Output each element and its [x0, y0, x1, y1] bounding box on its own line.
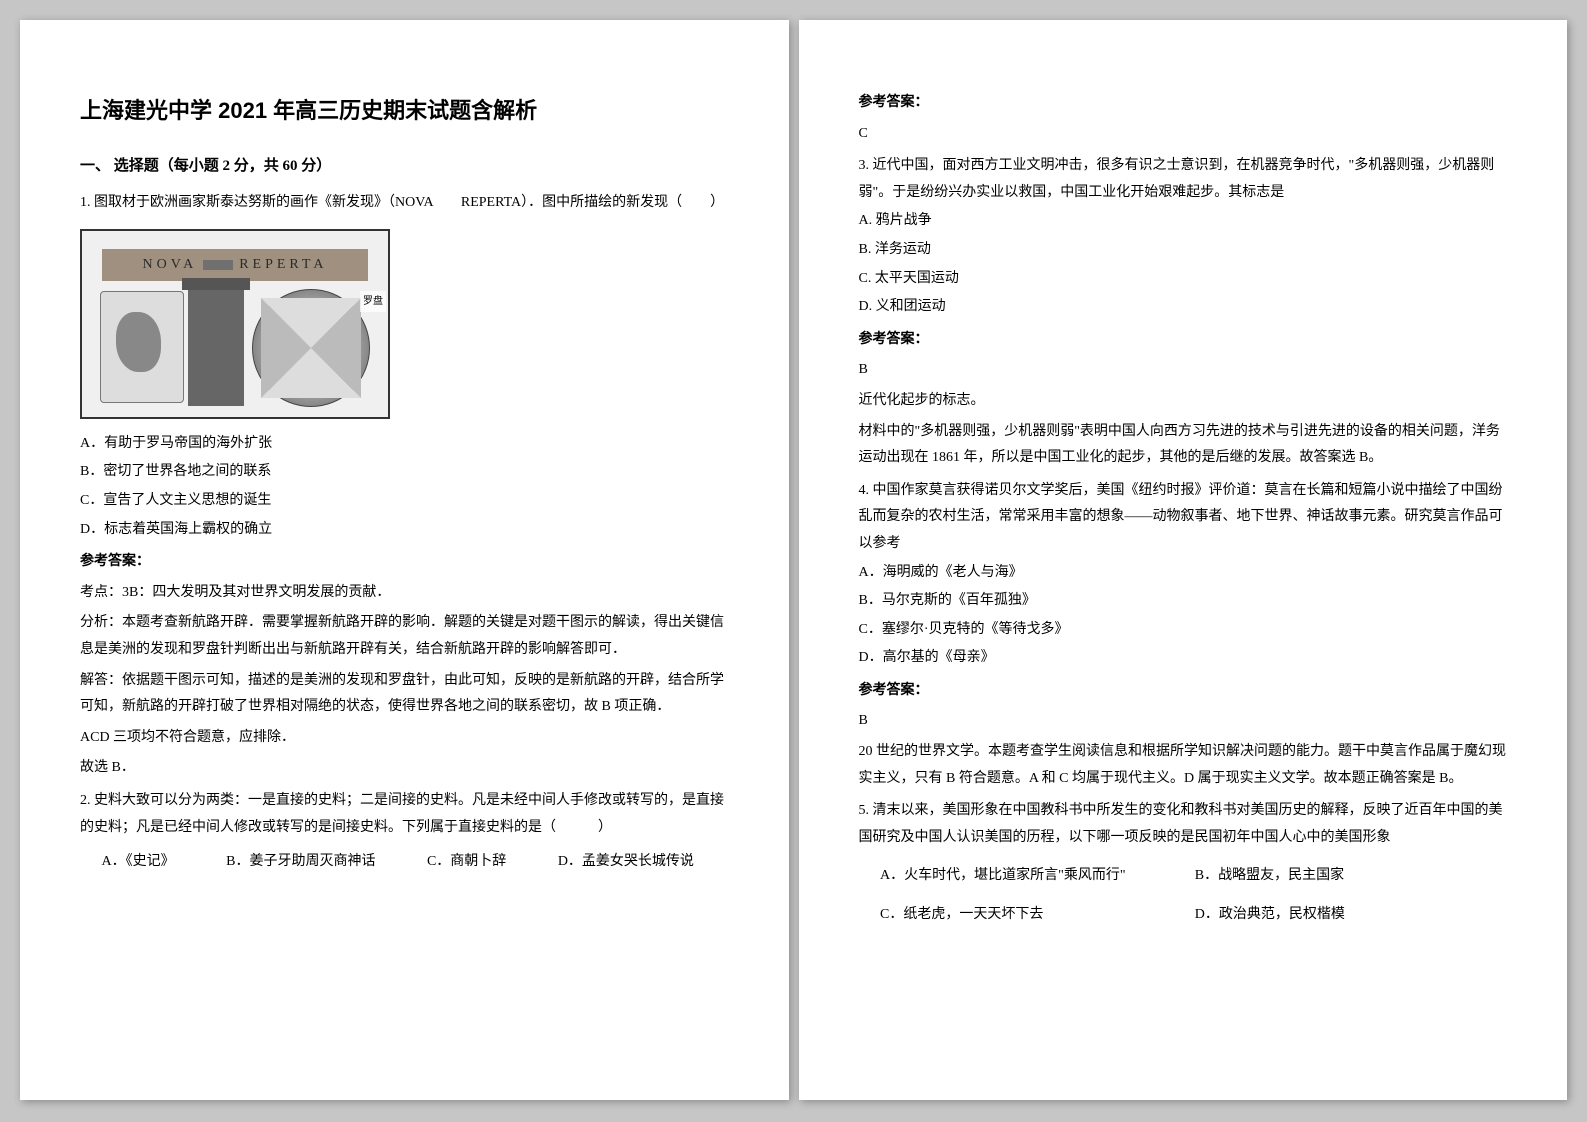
q5-option-b: B．战略盟友，民主国家	[1195, 863, 1506, 890]
q3-analysis-1: 近代化起步的标志。	[859, 388, 1508, 415]
q3-option-b: B. 洋务运动	[859, 237, 1508, 264]
page-1: 上海建光中学 2021 年高三历史期末试题含解析 一、 选择题（每小题 2 分，…	[20, 20, 789, 1100]
q2-answer-label: 参考答案：	[859, 90, 1508, 117]
banner-left-text: NOVA	[143, 252, 198, 279]
banner-right-text: REPERTA	[239, 252, 327, 279]
q2-answer: C	[859, 121, 1508, 148]
printing-press-icon	[188, 286, 244, 406]
q5-options-row-1: A．火车时代，堪比道家所言"乘风而行" B．战略盟友，民主国家	[859, 863, 1508, 890]
q3-analysis-2: 材料中的"多机器则强，少机器则弱"表明中国人向西方习先进的技术与引进先进的设备的…	[859, 419, 1508, 472]
q3-option-d: D. 义和团运动	[859, 294, 1508, 321]
q2-option-b: B．姜子牙助周灭商神话	[226, 849, 375, 876]
q3-answer-label: 参考答案：	[859, 327, 1508, 354]
q2-option-a: A．《史记》	[102, 849, 175, 876]
q2-option-c: C．商朝卜辞	[427, 849, 506, 876]
q1-option-b: B．密切了世界各地之间的联系	[80, 459, 729, 486]
q4-stem: 4. 中国作家莫言获得诺贝尔文学奖后，美国《纽约时报》评价道：莫言在长篇和短篇小…	[859, 478, 1508, 558]
q3-option-c: C. 太平天国运动	[859, 266, 1508, 293]
q5-options-row-2: C．纸老虎，一天天坏下去 D．政治典范，民权楷模	[859, 902, 1508, 929]
page-2: 参考答案： C 3. 近代中国，面对西方工业文明冲击，很多有识之士意识到，在机器…	[799, 20, 1568, 1100]
q3-option-a: A. 鸦片战争	[859, 208, 1508, 235]
q1-option-a: A．有助于罗马帝国的海外扩张	[80, 431, 729, 458]
compass-label: 罗盘	[360, 291, 386, 312]
section-1-header: 一、 选择题（每小题 2 分，共 60 分）	[80, 152, 729, 181]
q1-answer-label: 参考答案：	[80, 549, 729, 576]
america-map-icon	[100, 291, 184, 403]
q3-stem: 3. 近代中国，面对西方工业文明冲击，很多有识之士意识到，在机器竞争时代，"多机…	[859, 153, 1508, 206]
document-title: 上海建光中学 2021 年高三历史期末试题含解析	[80, 90, 729, 132]
q4-answer-label: 参考答案：	[859, 678, 1508, 705]
q1-figure: NOVA REPERTA 罗盘	[80, 229, 729, 419]
q4-option-b: B．马尔克斯的《百年孤独》	[859, 588, 1508, 615]
banner-separator	[203, 260, 233, 270]
q4-option-c: C．塞缪尔·贝克特的《等待戈多》	[859, 617, 1508, 644]
q1-option-d: D．标志着英国海上霸权的确立	[80, 517, 729, 544]
q5-option-a: A．火车时代，堪比道家所言"乘风而行"	[880, 863, 1191, 890]
q2-options-row: A．《史记》 B．姜子牙助周灭商神话 C．商朝卜辞 D．孟姜女哭长城传说	[80, 849, 729, 876]
q1-analysis-2: 分析：本题考查新航路开辟．需要掌握新航路开辟的影响．解题的关键是对题干图示的解读…	[80, 610, 729, 663]
q5-stem: 5. 清末以来，美国形象在中国教科书中所发生的变化和教科书对美国历史的解释，反映…	[859, 798, 1508, 851]
q2-stem: 2. 史料大致可以分为两类：一是直接的史料；二是间接的史料。凡是未经中间人手修改…	[80, 788, 729, 841]
q1-analysis-4: ACD 三项均不符合题意，应排除．	[80, 725, 729, 752]
q4-option-a: A．海明威的《老人与海》	[859, 560, 1508, 587]
q4-option-d: D．高尔基的《母亲》	[859, 645, 1508, 672]
q1-analysis-1: 考点：3B：四大发明及其对世界文明发展的贡献．	[80, 580, 729, 607]
q5-option-d: D．政治典范，民权楷模	[1195, 902, 1506, 929]
q1-analysis-5: 故选 B．	[80, 755, 729, 782]
compass-icon	[252, 289, 370, 407]
q2-option-d: D．孟姜女哭长城传说	[558, 854, 694, 869]
nova-reperta-figure: NOVA REPERTA 罗盘	[80, 229, 390, 419]
figure-banner: NOVA REPERTA	[102, 249, 368, 281]
q3-answer: B	[859, 357, 1508, 384]
q1-stem: 1. 图取材于欧洲画家斯泰达努斯的画作《新发现》（NOVA REPERTA）．图…	[80, 190, 729, 217]
q4-answer: B	[859, 708, 1508, 735]
pages-container: 上海建光中学 2021 年高三历史期末试题含解析 一、 选择题（每小题 2 分，…	[20, 20, 1567, 1100]
q1-analysis-3: 解答：依据题干图示可知，描述的是美洲的发现和罗盘针，由此可知，反映的是新航路的开…	[80, 668, 729, 721]
q1-option-c: C．宣告了人文主义思想的诞生	[80, 488, 729, 515]
q4-analysis: 20 世纪的世界文学。本题考查学生阅读信息和根据所学知识解决问题的能力。题干中莫…	[859, 739, 1508, 792]
q5-option-c: C．纸老虎，一天天坏下去	[880, 902, 1191, 929]
